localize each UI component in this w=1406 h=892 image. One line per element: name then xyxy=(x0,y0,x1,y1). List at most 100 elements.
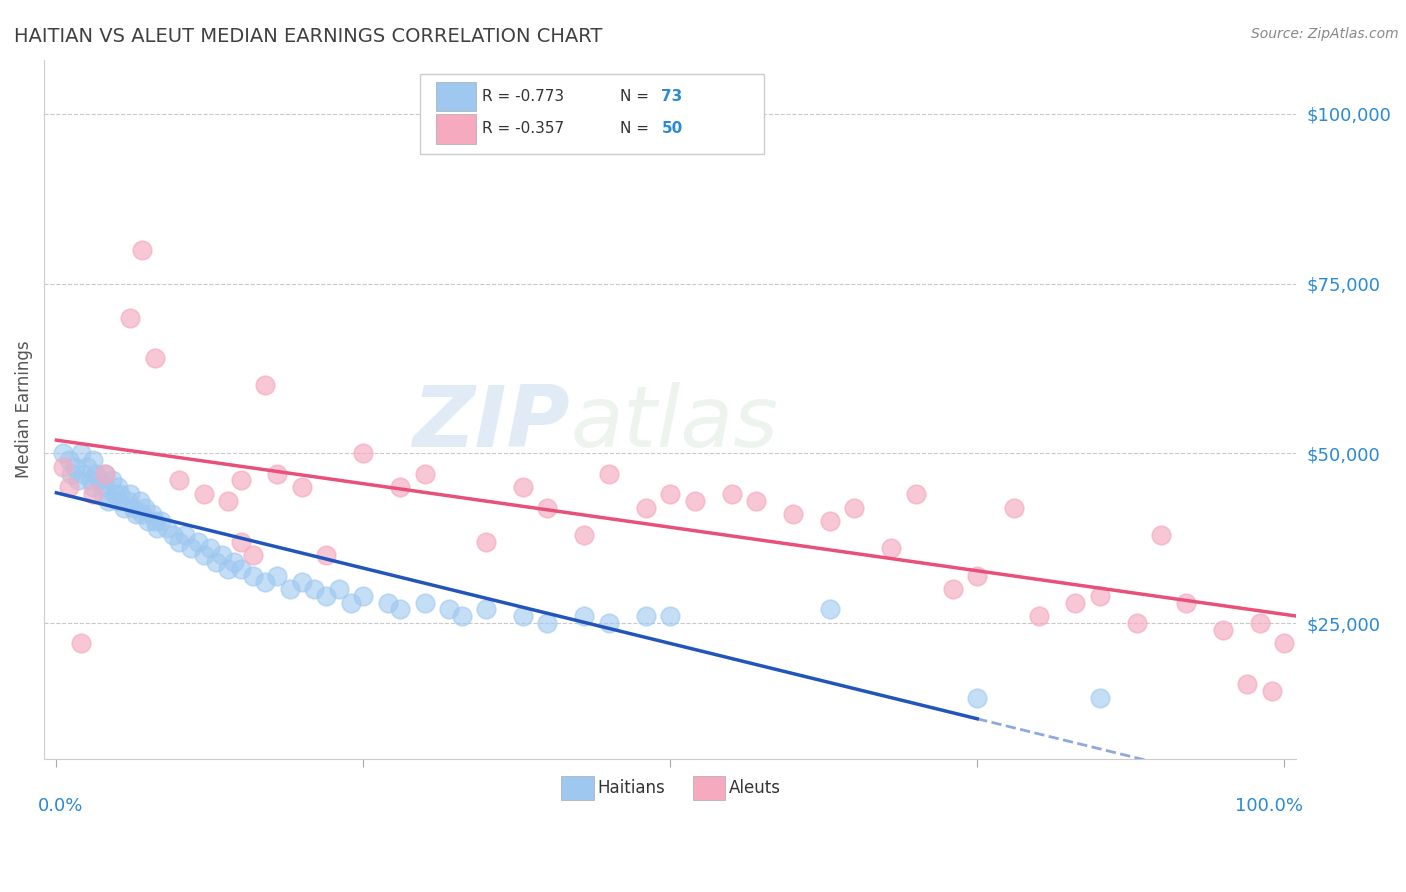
Point xyxy=(242,548,264,562)
Point xyxy=(659,609,682,624)
Point xyxy=(1236,677,1258,691)
Point xyxy=(254,378,277,392)
Point xyxy=(63,459,86,474)
Point xyxy=(70,636,93,650)
Point xyxy=(89,474,111,488)
Point xyxy=(242,568,264,582)
Text: 50: 50 xyxy=(661,121,683,136)
Point xyxy=(266,467,288,481)
Point xyxy=(328,582,350,596)
Point xyxy=(141,508,163,522)
Point xyxy=(125,508,148,522)
Point xyxy=(475,534,498,549)
Point xyxy=(512,609,534,624)
Point xyxy=(659,487,682,501)
Point xyxy=(634,500,657,515)
Point xyxy=(134,500,156,515)
Point xyxy=(634,609,657,624)
Point xyxy=(94,467,117,481)
Point xyxy=(174,528,197,542)
Point xyxy=(167,474,190,488)
Point xyxy=(512,480,534,494)
Point xyxy=(60,467,83,481)
Point xyxy=(94,480,117,494)
Point xyxy=(302,582,325,596)
Point xyxy=(942,582,965,596)
Point xyxy=(149,514,172,528)
Point xyxy=(121,500,143,515)
Point xyxy=(266,568,288,582)
Point xyxy=(880,541,903,556)
Text: 73: 73 xyxy=(661,89,683,104)
Point xyxy=(782,508,804,522)
Point xyxy=(58,453,80,467)
Point xyxy=(100,474,122,488)
Point xyxy=(217,562,239,576)
Point xyxy=(229,474,252,488)
Point xyxy=(1272,636,1295,650)
Point xyxy=(352,589,374,603)
Point xyxy=(138,514,160,528)
Point xyxy=(94,467,117,481)
Point xyxy=(475,602,498,616)
Point xyxy=(1174,596,1197,610)
Point xyxy=(198,541,221,556)
Point xyxy=(413,467,436,481)
Point xyxy=(80,474,103,488)
Point xyxy=(720,487,742,501)
Text: R = -0.357: R = -0.357 xyxy=(482,121,565,136)
Point xyxy=(683,493,706,508)
Point xyxy=(291,480,314,494)
Point xyxy=(76,459,98,474)
Point xyxy=(315,548,337,562)
Text: N =: N = xyxy=(620,121,654,136)
FancyBboxPatch shape xyxy=(436,82,477,112)
Text: HAITIAN VS ALEUT MEDIAN EARNINGS CORRELATION CHART: HAITIAN VS ALEUT MEDIAN EARNINGS CORRELA… xyxy=(14,27,602,45)
Point xyxy=(229,534,252,549)
Point xyxy=(254,575,277,590)
Point xyxy=(82,480,104,494)
Point xyxy=(146,521,169,535)
Point xyxy=(844,500,866,515)
Point xyxy=(1212,623,1234,637)
Point xyxy=(84,467,107,481)
Point xyxy=(72,467,94,481)
Point xyxy=(745,493,768,508)
Point xyxy=(51,459,73,474)
Point xyxy=(598,467,620,481)
FancyBboxPatch shape xyxy=(561,776,593,800)
Text: 100.0%: 100.0% xyxy=(1234,797,1303,815)
Point xyxy=(217,493,239,508)
Point xyxy=(229,562,252,576)
Point xyxy=(352,446,374,460)
FancyBboxPatch shape xyxy=(420,73,765,154)
Point xyxy=(413,596,436,610)
Point xyxy=(389,602,412,616)
FancyBboxPatch shape xyxy=(693,776,725,800)
Point xyxy=(104,487,127,501)
Point xyxy=(117,493,139,508)
Point xyxy=(118,310,141,325)
Text: N =: N = xyxy=(620,89,654,104)
Point xyxy=(1088,690,1111,705)
Point xyxy=(1088,589,1111,603)
Point xyxy=(966,568,988,582)
Text: Aleuts: Aleuts xyxy=(730,779,782,797)
Point xyxy=(156,521,179,535)
Point xyxy=(818,602,841,616)
Point xyxy=(97,493,120,508)
Point xyxy=(439,602,461,616)
Text: Haitians: Haitians xyxy=(598,779,665,797)
Point xyxy=(574,609,596,624)
Point xyxy=(180,541,202,556)
Point xyxy=(107,493,129,508)
Point xyxy=(1002,500,1025,515)
Point xyxy=(112,500,135,515)
Text: 0.0%: 0.0% xyxy=(38,797,83,815)
Point xyxy=(389,480,412,494)
Point xyxy=(193,487,215,501)
Point xyxy=(143,351,166,366)
Point xyxy=(82,487,104,501)
Point xyxy=(162,528,184,542)
Point xyxy=(278,582,301,596)
